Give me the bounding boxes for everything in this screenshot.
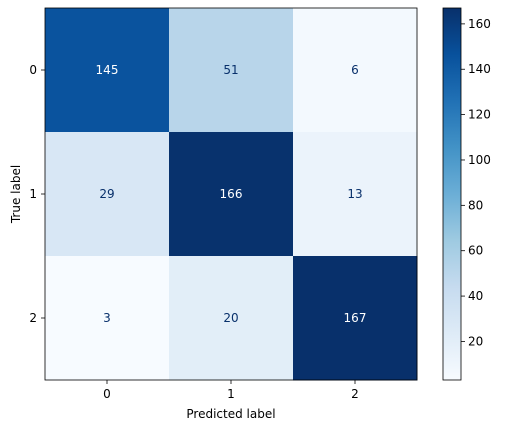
x-tick-label-0: 0 xyxy=(103,387,111,401)
colorbar-tick-label-120: 120 xyxy=(468,108,491,122)
y-tick-label-0: 0 xyxy=(29,63,37,77)
colorbar-tick-label-20: 20 xyxy=(468,334,483,348)
cell-value-label-0-2: 6 xyxy=(351,63,359,77)
y-tick-label-2: 2 xyxy=(29,311,37,325)
colorbar-tick-label-160: 160 xyxy=(468,17,491,31)
colorbar-ticks: 20 40 60 80 100 120 140 160 xyxy=(461,17,491,348)
cell-value-label-1-1: 166 xyxy=(220,187,243,201)
cell-value-label-2-0: 3 xyxy=(103,311,111,325)
cell-value-label-0-1: 51 xyxy=(223,63,238,77)
y-tick-label-1: 1 xyxy=(29,187,37,201)
cell-value-label-2-1: 20 xyxy=(223,311,238,325)
heatmap-cell-0-0 xyxy=(45,8,170,133)
heatmap-cells xyxy=(45,8,418,381)
colorbar: 20 40 60 80 100 120 140 160 xyxy=(442,7,491,381)
y-axis-label: True label xyxy=(9,165,23,224)
heatmap-cell-labels: 145 51 6 29 166 13 3 20 167 xyxy=(96,63,367,325)
heatmap-cell-1-2 xyxy=(293,132,418,257)
colorbar-frame xyxy=(442,7,462,381)
colorbar-gradient xyxy=(443,8,461,380)
cell-value-label-1-0: 29 xyxy=(99,187,114,201)
colorbar-tick-label-40: 40 xyxy=(468,289,483,303)
heatmap-cell-2-1 xyxy=(169,256,294,381)
x-tick-label-1: 1 xyxy=(227,387,235,401)
heatmap-cell-1-0 xyxy=(45,132,170,257)
heatmap-cell-0-2 xyxy=(293,8,418,133)
cell-value-label-2-2: 167 xyxy=(344,311,367,325)
y-axis: 0 1 2 xyxy=(29,63,45,325)
colorbar-tick-label-60: 60 xyxy=(468,244,483,258)
heatmap-cell-2-2 xyxy=(293,256,418,381)
heatmap-cell-1-1 xyxy=(169,132,294,257)
colorbar-tick-label-140: 140 xyxy=(468,62,491,76)
x-axis-label: Predicted label xyxy=(186,407,275,421)
heatmap-cell-0-1 xyxy=(169,8,294,133)
colorbar-tick-label-100: 100 xyxy=(468,153,491,167)
heatmap-cell-2-0 xyxy=(45,256,170,381)
x-tick-label-2: 2 xyxy=(351,387,359,401)
cell-value-label-0-0: 145 xyxy=(96,63,119,77)
colorbar-tick-label-80: 80 xyxy=(468,198,483,212)
cell-value-label-1-2: 13 xyxy=(347,187,362,201)
x-axis: 0 1 2 xyxy=(103,380,359,401)
